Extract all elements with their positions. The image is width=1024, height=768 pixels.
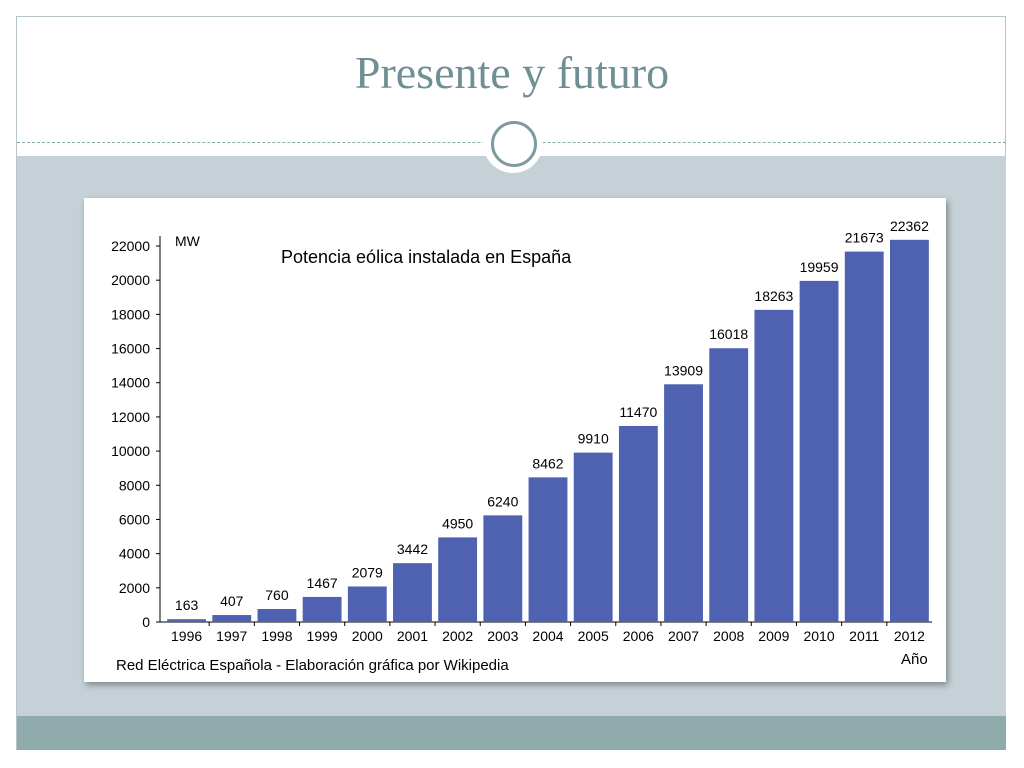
bars (167, 239, 929, 622)
chart-source: Red Eléctrica Española - Elaboración grá… (116, 657, 509, 674)
value-label-2004: 8462 (532, 455, 563, 471)
chart-title: Potencia eólica instalada en España (281, 247, 572, 267)
x-tick-label-2006: 2006 (623, 628, 654, 644)
value-label-2008: 16018 (709, 326, 748, 342)
value-label-2003: 6240 (487, 493, 518, 509)
bar-1997 (212, 615, 252, 622)
value-label-1997: 407 (220, 593, 244, 609)
value-labels: 163 407 760 1467 2079 3442 4950 6240 8462 9910 114… (175, 218, 929, 613)
y-tick-label: 6000 (119, 511, 150, 527)
value-label-2012: 22362 (890, 218, 929, 234)
bar-2001 (393, 563, 432, 622)
y-tick-label: 12000 (111, 409, 150, 425)
slide-title: Presente y futuro (354, 47, 670, 98)
y-tick-label: 2000 (119, 580, 150, 596)
value-label-2007: 13909 (664, 362, 703, 378)
value-label-2011: 21673 (845, 230, 884, 246)
bar-2008 (709, 348, 749, 622)
x-tick-label-1998: 1998 (261, 628, 292, 644)
bar-2009 (754, 309, 794, 622)
value-label-2009: 18263 (754, 288, 793, 304)
bar-1999 (302, 596, 342, 622)
value-label-2005: 9910 (578, 431, 609, 447)
value-label-2010: 19959 (800, 259, 839, 275)
y-tick-label: 18000 (111, 306, 150, 322)
x-tick-label-1996: 1996 (171, 628, 202, 644)
x-tick-label-2010: 2010 (803, 628, 834, 644)
bar-2000 (347, 586, 387, 622)
x-axis-label: Año (901, 651, 928, 668)
y-tick-label: 4000 (119, 546, 150, 562)
x-tick-label-2004: 2004 (532, 628, 563, 644)
bar-2005 (573, 452, 613, 622)
value-label-2006: 11470 (619, 404, 657, 420)
y-tick-label: 0 (142, 614, 150, 630)
bar-1998 (257, 609, 297, 622)
x-tick-label-2000: 2000 (352, 628, 383, 644)
y-axis: 0 2000 4000 6000 8000 10000 12000 14000 16000 180… (111, 236, 161, 630)
bar-2010 (799, 280, 839, 622)
value-label-2002: 4950 (442, 515, 473, 531)
y-ticks: 0 2000 4000 6000 8000 10000 12000 14000 16000 180… (111, 238, 160, 630)
x-tick-label-2008: 2008 (713, 628, 744, 644)
x-tick-label-2003: 2003 (487, 628, 518, 644)
x-tick-label-2012: 2012 (894, 628, 925, 644)
bar-chart: 0 2000 4000 6000 8000 10000 12000 14000 16000 180… (111, 218, 932, 674)
value-label-1996: 163 (175, 597, 199, 613)
y-tick-label: 16000 (111, 341, 150, 357)
x-tick-label-2007: 2007 (668, 628, 699, 644)
bar-2004 (528, 477, 568, 622)
chart-card: 0 2000 4000 6000 8000 10000 12000 14000 16000 180… (84, 198, 946, 682)
x-ticks: 1996 1997 1998 1999 2000 2001 2002 2003 2004 2005… (171, 622, 925, 644)
bar-2003 (483, 515, 523, 622)
ring-icon (491, 121, 537, 167)
circle-ornament-icon (483, 113, 543, 173)
value-label-2000: 2079 (352, 564, 383, 580)
y-tick-label: 10000 (111, 443, 150, 459)
x-tick-label-1997: 1997 (216, 628, 247, 644)
footer-band (17, 716, 1006, 750)
y-tick-label: 20000 (111, 272, 150, 288)
x-tick-label-2009: 2009 (758, 628, 789, 644)
y-tick-label: 14000 (111, 375, 150, 391)
y-axis-label: MW (175, 233, 201, 249)
x-axis: 1996 1997 1998 1999 2000 2001 2002 2003 2004 2005… (160, 621, 932, 644)
bar-2006 (618, 425, 658, 622)
bar-2012 (889, 239, 929, 622)
x-tick-label-2002: 2002 (442, 628, 473, 644)
value-label-1998: 760 (265, 587, 289, 603)
x-tick-label-2011: 2011 (849, 628, 879, 644)
x-tick-label-2005: 2005 (578, 628, 609, 644)
bar-1996 (167, 619, 207, 622)
x-tick-label-1999: 1999 (307, 628, 338, 644)
x-tick-label-2001: 2001 (397, 628, 428, 644)
bar-2011 (844, 251, 884, 622)
bar-2007 (664, 384, 703, 622)
value-label-2001: 3442 (397, 541, 428, 557)
value-label-1999: 1467 (307, 575, 338, 591)
y-tick-label: 22000 (111, 238, 150, 254)
bar-2002 (438, 537, 478, 622)
y-tick-label: 8000 (119, 477, 150, 493)
